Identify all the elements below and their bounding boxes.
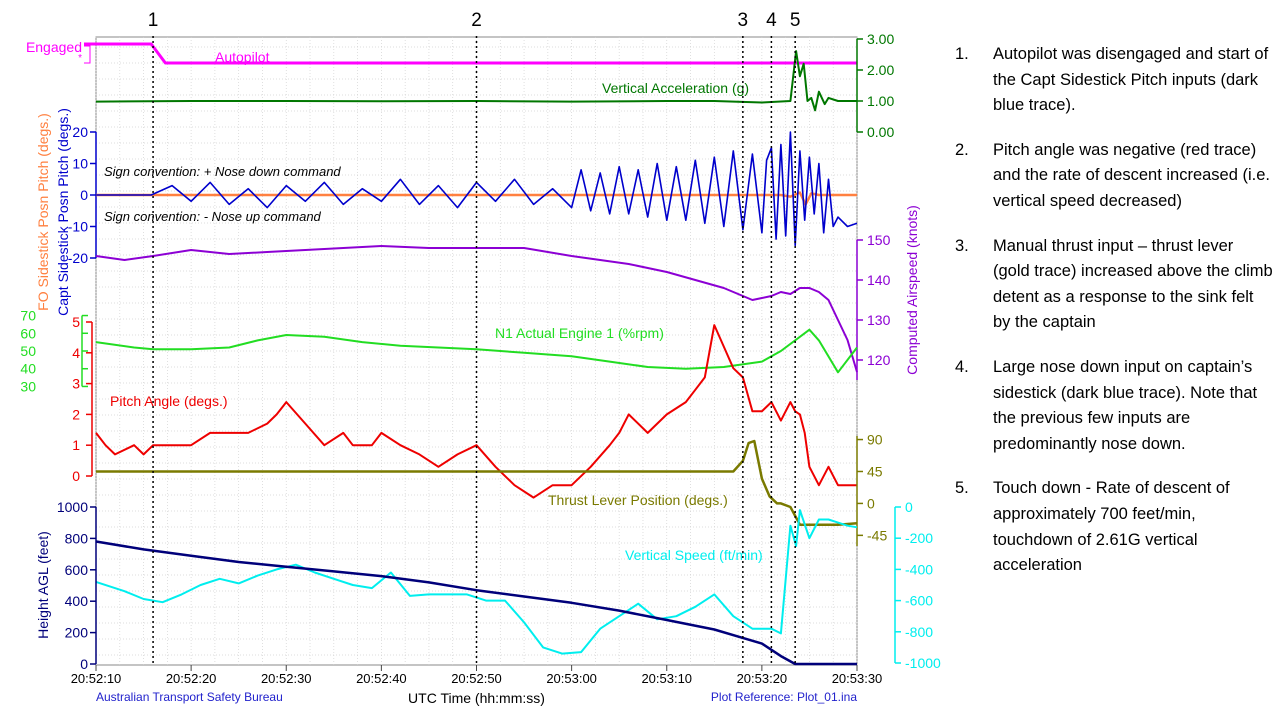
sidestick-tick-label: -10	[68, 219, 88, 235]
autopilot-bracket	[84, 45, 91, 64]
note-number: 3.	[955, 236, 969, 255]
event-marker-label: 2	[471, 10, 482, 31]
pitch-angle-tick-label: 1	[72, 437, 80, 453]
airspeed-trace	[95, 245, 858, 373]
capt-sidestick-trace	[96, 131, 858, 247]
pitch-angle-trace	[95, 324, 857, 499]
n1-tick-label: 40	[20, 361, 36, 377]
height-agl-axis-label: Height AGL (feet)	[35, 531, 51, 639]
n1-tick-label: 60	[20, 325, 36, 341]
n1-tick-label: 30	[20, 378, 36, 394]
x-tick-label: 20:52:20	[166, 671, 217, 686]
x-tick-label: 20:53:30	[832, 671, 883, 686]
pitch-angle-tick-label: 0	[72, 468, 80, 484]
airspeed-axis-label: Computed Airspeed (knots)	[904, 205, 920, 375]
event-marker-label: 1	[148, 10, 159, 31]
height-agl-tick-label: 1000	[57, 499, 88, 515]
vertical-speed-tick-label: -600	[905, 593, 933, 609]
thrust-lever-tick-label: 0	[867, 495, 875, 511]
note-text: Pitch angle was negative (red trace) and…	[993, 140, 1271, 210]
height-agl-tick-label: 0	[80, 656, 88, 672]
fo-sidestick-axis-label: FO Sidestick Posn Pitch (degs.)	[35, 113, 51, 311]
capt-sidestick-axis-label: Capt Sidestick Posn Pitch (degs.)	[55, 108, 71, 316]
pitch-angle-label: Pitch Angle (degs.)	[110, 393, 228, 409]
airspeed-tick-label: 120	[867, 352, 891, 368]
n1-label: N1 Actual Engine 1 (%rpm)	[495, 325, 664, 341]
height-agl-tick-label: 600	[65, 562, 89, 578]
airspeed-tick-label: 140	[867, 272, 891, 288]
vertical-speed-label: Vertical Speed (ft/min)	[625, 547, 763, 563]
vertical-speed-tick-label: -200	[905, 530, 933, 546]
footer-source: Australian Transport Safety Bureau	[96, 690, 283, 704]
autopilot-state-star: *	[78, 53, 82, 64]
vertical-speed-tick-label: -800	[905, 624, 933, 640]
height-agl-tick-label: 800	[65, 530, 89, 546]
note-number: 4.	[955, 357, 969, 376]
vertical-speed-trace	[95, 509, 858, 655]
pitch-angle-tick-label: 3	[72, 376, 80, 392]
note-item: 4. Large nose down input on captain’s sid…	[955, 355, 1273, 457]
note-text: Manual thrust input – thrust lever (gold…	[993, 236, 1273, 332]
x-tick-label: 20:53:10	[641, 671, 692, 686]
pitch-angle-tick-label: 2	[72, 406, 80, 422]
note-text: Autopilot was disengaged and start of th…	[993, 45, 1269, 115]
sidestick-tick-label: 20	[72, 124, 88, 140]
x-tick-label: 20:52:30	[261, 671, 312, 686]
event-marker-label: 3	[738, 10, 749, 31]
height-agl-trace	[95, 540, 857, 666]
n1-trace	[95, 328, 858, 374]
autopilot-trace	[96, 42, 857, 65]
vertical-acceleration-tick-label: 1.00	[867, 93, 894, 109]
event-marker-label: 4	[766, 10, 777, 31]
autopilot-state-engaged: Engaged	[26, 39, 82, 55]
note-number: 2.	[955, 140, 969, 159]
note-item: 2. Pitch angle was negative (red trace) a…	[955, 138, 1273, 215]
note-number: 1.	[955, 45, 969, 63]
sign-convention-nose-up: Sign convention: - Nose up command	[104, 209, 322, 224]
thrust-lever-label: Thrust Lever Position (degs.)	[548, 492, 728, 508]
vertical-acceleration-tick-label: 3.00	[867, 31, 894, 47]
thrust-lever-tick-label: -45	[867, 527, 887, 543]
pitch-angle-tick-label: 5	[72, 314, 80, 330]
note-text: Touch down - Rate of descent of approxim…	[993, 479, 1230, 575]
x-tick-label: 20:52:10	[71, 671, 122, 686]
sidestick-tick-label: 0	[80, 187, 88, 203]
vertical-acceleration-trace	[95, 50, 857, 112]
sidestick-tick-label: 10	[72, 156, 88, 172]
airspeed-tick-label: 130	[867, 312, 891, 328]
pitch-angle-tick-label: 4	[72, 345, 80, 361]
vertical-acceleration-tick-label: 0.00	[867, 124, 894, 140]
x-tick-label: 20:53:00	[546, 671, 597, 686]
note-text: Large nose down input on captain’s sides…	[993, 357, 1258, 453]
autopilot-label: Autopilot	[215, 49, 270, 65]
vertical-acceleration-tick-label: 2.00	[867, 62, 894, 78]
x-tick-label: 20:52:50	[451, 671, 502, 686]
x-tick-label: 20:53:20	[737, 671, 788, 686]
note-item: 5. Touch down - Rate of descent of approx…	[955, 476, 1273, 578]
airspeed-tick-label: 150	[867, 232, 891, 248]
height-agl-tick-label: 200	[65, 625, 89, 641]
x-axis-label: UTC Time (hh:mm:ss)	[408, 690, 545, 706]
x-tick-label: 20:52:40	[356, 671, 407, 686]
thrust-lever-tick-label: 90	[867, 432, 883, 448]
vertical-speed-tick-label: 0	[905, 499, 913, 515]
note-number: 5.	[955, 479, 969, 498]
sidestick-tick-label: -20	[68, 250, 88, 266]
note-item: 3. Manual thrust input – thrust lever (go…	[955, 234, 1273, 336]
n1-tick-label: 70	[20, 308, 36, 324]
footer-plot-reference: Plot Reference: Plot_01.ina	[711, 690, 857, 704]
thrust-lever-tick-label: 45	[867, 463, 883, 479]
note-item: 1. Autopilot was disengaged and start of …	[955, 42, 1273, 119]
n1-tick-label: 50	[20, 343, 36, 359]
height-agl-tick-label: 400	[65, 593, 89, 609]
notes-list: 1. Autopilot was disengaged and start of …	[955, 42, 1273, 598]
vertical-acceleration-label: Vertical Acceleration (g)	[602, 80, 749, 96]
sign-convention-nose-down: Sign convention: + Nose down command	[104, 164, 341, 179]
vertical-speed-tick-label: -400	[905, 561, 933, 577]
event-marker-label: 5	[790, 10, 801, 31]
vertical-speed-tick-label: -1000	[905, 655, 941, 671]
